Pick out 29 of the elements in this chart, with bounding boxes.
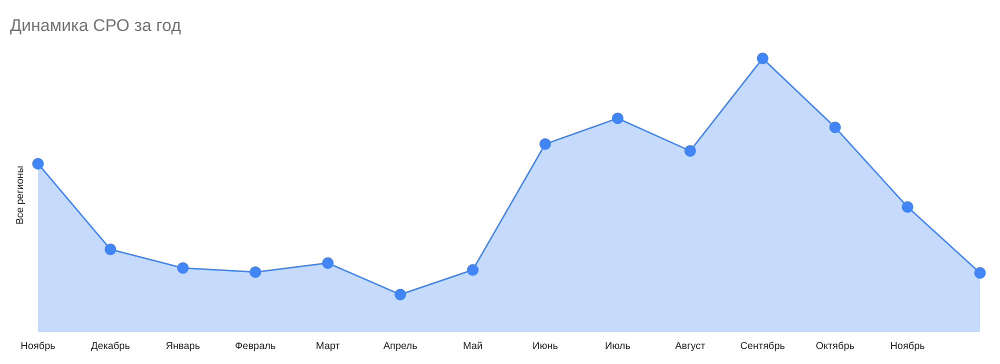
y-axis-title: Все регионы <box>14 166 26 225</box>
x-tick-label: Октябрь <box>816 340 854 352</box>
point <box>177 262 189 274</box>
point <box>322 257 334 269</box>
x-tick-label: Январь <box>166 340 200 352</box>
x-tick-label: Сентябрь <box>740 340 786 352</box>
x-tick-label: Декабрь <box>90 340 130 352</box>
x-tick-label: Ноябрь <box>20 340 56 352</box>
x-tick-label: Май <box>462 340 483 352</box>
x-tick-label: Март <box>316 340 340 352</box>
point <box>104 244 116 256</box>
x-tick-label: Апрель <box>383 340 418 352</box>
point <box>974 267 986 279</box>
x-tick-label: Август <box>675 340 706 352</box>
chart-title: Динамика СРО за год <box>10 16 182 35</box>
point <box>467 264 479 276</box>
point <box>32 158 44 170</box>
x-tick-label: Февраль <box>235 340 276 352</box>
point <box>612 112 624 124</box>
point <box>756 52 768 64</box>
point <box>902 201 914 213</box>
point <box>250 266 262 278</box>
point <box>539 138 551 150</box>
x-tick-label: Июль <box>604 340 630 352</box>
x-tick-label: Ноябрь <box>890 340 925 352</box>
point <box>829 122 841 134</box>
x-tick-label: Июнь <box>532 340 558 352</box>
point <box>684 145 696 157</box>
point <box>394 288 406 300</box>
